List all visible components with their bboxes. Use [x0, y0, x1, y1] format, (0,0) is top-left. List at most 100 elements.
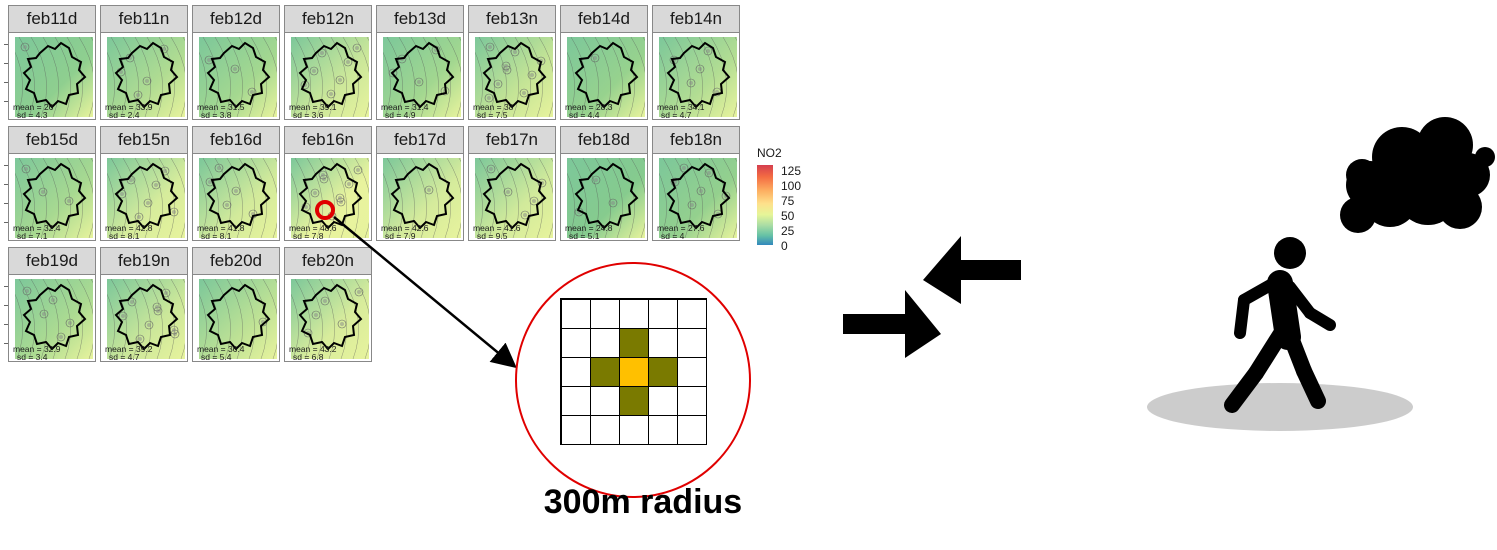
panel-sd: sd = 5.4 — [201, 352, 232, 362]
map-panel: feb15d mean = 32.4 sd = 7.1 — [4, 126, 96, 241]
panel-title: feb18d — [561, 127, 647, 154]
walking-person-icon — [1224, 237, 1336, 413]
panel-mean: mean = 32.4 — [13, 223, 61, 233]
panel-mean: mean = 32.9 — [13, 344, 61, 354]
panel-title: feb12n — [285, 6, 371, 33]
zoom-circle — [515, 262, 751, 498]
grid-cell — [649, 329, 678, 358]
panel-sd: sd = 3.6 — [293, 110, 324, 120]
panel-sd: sd = 3.8 — [201, 110, 232, 120]
no2-surface-map — [15, 279, 93, 359]
panel-title: feb19n — [101, 248, 187, 275]
panel-mean: mean = 48.6 — [289, 223, 337, 233]
legend-label-25: 25 — [781, 224, 795, 238]
grid-cell — [649, 416, 678, 445]
axis-tick — [4, 82, 8, 83]
map-panel: feb20d mean = 36.4 sd = 5.4 — [192, 247, 280, 362]
grid-cell — [562, 416, 591, 445]
map-panel: feb12n mean = 39.1 sd = 3.6 — [284, 5, 372, 120]
axis-tick — [4, 324, 8, 325]
panel-title: feb15n — [101, 127, 187, 154]
grid-cell — [678, 300, 707, 329]
no2-surface-map — [659, 37, 737, 117]
panel-mean: mean = 28.3 — [565, 102, 613, 112]
grid-cell — [678, 329, 707, 358]
grid-cell — [562, 358, 591, 387]
no2-surface-map — [475, 37, 553, 117]
grid-neighbor-cell — [620, 329, 649, 358]
grid-center-cell — [620, 358, 649, 387]
converging-arrows-icon — [843, 236, 1021, 358]
legend-label-50: 50 — [781, 209, 795, 223]
panel-title: feb13n — [469, 6, 555, 33]
panel-mean: mean = 33.9 — [105, 102, 153, 112]
axis-tick — [4, 203, 8, 204]
panel-sd: sd = 4 — [661, 231, 685, 241]
grid-cell — [591, 300, 620, 329]
panel-mean: mean = 39.1 — [289, 102, 337, 112]
panel-title: feb15d — [9, 127, 95, 154]
grid-neighbor-cell — [620, 387, 649, 416]
no2-surface-map — [199, 37, 277, 117]
map-panel: feb20n mean = 43.2 sd = 6.8 — [284, 247, 372, 362]
no2-surface-map — [567, 37, 645, 117]
no2-surface-map — [383, 37, 461, 117]
map-panel: feb11n mean = 33.9 sd = 2.4 — [100, 5, 188, 120]
axis-tick — [4, 63, 8, 64]
panel-sd: sd = 4.7 — [661, 110, 692, 120]
grid-cell — [562, 300, 591, 329]
map-panel: feb12d mean = 31.5 sd = 3.8 — [192, 5, 280, 120]
map-panel: feb19n mean = 39.2 sd = 4.7 — [100, 247, 188, 362]
no2-surface-map — [291, 37, 369, 117]
panel-sd: sd = 7.5 — [477, 110, 508, 120]
legend-label-100: 100 — [781, 179, 802, 193]
grid-cell — [649, 300, 678, 329]
grid-cell — [678, 358, 707, 387]
panel-sd: sd = 4.7 — [109, 352, 140, 362]
no2-surface-map — [199, 158, 277, 238]
pedestrian-exposure-icon — [1147, 117, 1495, 431]
panel-mean: mean = 38 — [473, 102, 514, 112]
panel-sd: sd = 4.9 — [385, 110, 416, 120]
panel-mean: mean = 27.6 — [657, 223, 705, 233]
panel-mean: mean = 31.5 — [197, 102, 245, 112]
panel-sd: sd = 7.1 — [17, 231, 48, 241]
radius-label: 300m radius — [543, 483, 743, 521]
map-panel: feb14n mean = 34.1 sd = 4.7 — [652, 5, 740, 120]
map-panel: feb16n mean = 48.6 sd = 7.8 — [284, 126, 372, 241]
no2-surface-map — [659, 158, 737, 238]
panel-title: feb11d — [9, 6, 95, 33]
map-panel: feb17d mean = 42.6 sd = 7.9 — [376, 126, 464, 241]
axis-tick — [4, 44, 8, 45]
no2-map-grid: feb11d mean = 26 sd = 4.3 feb11n mean = 33.9… — [0, 0, 760, 380]
map-panel: feb18d mean = 24.8 sd = 5.1 — [560, 126, 648, 241]
axis-tick — [4, 101, 8, 102]
map-panel: feb13d mean = 31.4 sd = 4.9 — [376, 5, 464, 120]
grid-cell — [591, 416, 620, 445]
grid-cell — [678, 416, 707, 445]
no2-surface-map — [107, 37, 185, 117]
panel-sd: sd = 8.1 — [109, 231, 140, 241]
grid-cell — [591, 329, 620, 358]
panel-title: feb19d — [9, 248, 95, 275]
panel-mean: mean = 43.2 — [289, 344, 337, 354]
grid-neighbor-cell — [649, 358, 678, 387]
panel-mean: mean = 39.2 — [105, 344, 153, 354]
map-panel: feb16d mean = 41.8 sd = 8.1 — [192, 126, 280, 241]
pixel-grid — [560, 298, 707, 445]
axis-tick — [4, 222, 8, 223]
axis-tick — [4, 184, 8, 185]
axis-tick — [4, 305, 8, 306]
panel-title: feb20d — [193, 248, 279, 275]
map-panel: feb17n mean = 41.6 sd = 9.5 — [468, 126, 556, 241]
no2-surface-map — [567, 158, 645, 238]
panel-sd: sd = 5.1 — [569, 231, 600, 241]
no2-surface-map — [107, 158, 185, 238]
smoke-cloud-icon — [1340, 117, 1495, 233]
panel-mean: mean = 36.4 — [197, 344, 245, 354]
ground-shadow — [1147, 383, 1413, 431]
panel-title: feb11n — [101, 6, 187, 33]
panel-title: feb14n — [653, 6, 739, 33]
panel-title: feb14d — [561, 6, 647, 33]
panel-sd: sd = 4.4 — [569, 110, 600, 120]
